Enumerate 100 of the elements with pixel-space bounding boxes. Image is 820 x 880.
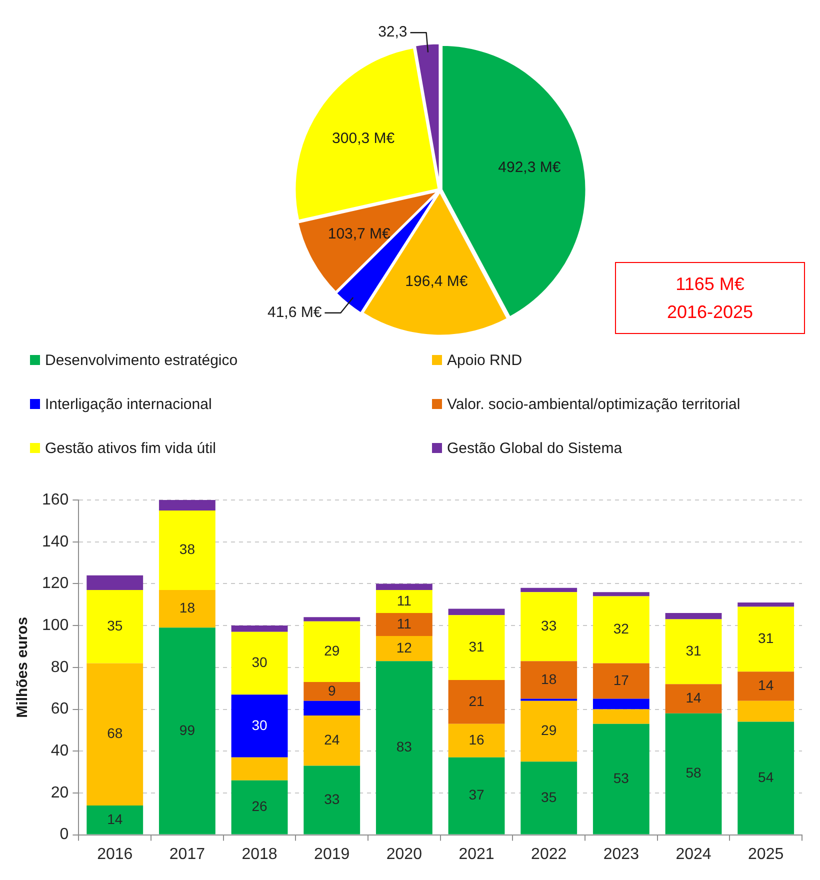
bar <box>738 602 794 607</box>
bar <box>158 510 216 590</box>
data-label: 9 <box>328 682 336 698</box>
bar <box>592 663 650 699</box>
bar <box>376 612 432 636</box>
data-label: 18 <box>541 670 557 687</box>
data-label: 12 <box>396 639 412 656</box>
bar <box>231 694 288 758</box>
data-label: 26 <box>252 798 268 814</box>
bar <box>738 722 794 834</box>
data-label: 300,3 M€ <box>332 130 396 148</box>
bar <box>448 608 505 616</box>
text: 1165 M€ 2016-2025 <box>615 262 805 334</box>
y-tick-label: 120 <box>42 575 69 592</box>
data-label: 11 <box>396 592 412 608</box>
data-label: 14 <box>758 677 774 694</box>
legend-label: Gestão ativos fim vida útil <box>45 440 216 458</box>
bar <box>304 617 360 622</box>
bar <box>304 716 360 766</box>
bar <box>304 682 360 701</box>
data-label: 24 <box>324 731 340 748</box>
y-tick-label: 140 <box>42 533 69 550</box>
bar <box>738 672 794 701</box>
data-label: 492,3 M€ <box>498 158 562 176</box>
data-label: 32,3 <box>378 24 408 41</box>
bar <box>304 700 360 716</box>
x-tick-label: 2019 <box>314 846 350 863</box>
bar <box>231 626 288 632</box>
bar <box>158 628 216 834</box>
bar <box>665 612 722 620</box>
bar <box>665 713 722 834</box>
data-label: 196,4 M€ <box>405 273 468 290</box>
bar <box>86 575 144 590</box>
data-label: 83 <box>396 738 412 755</box>
legend-label: Gestão Global do Sistema <box>447 440 623 458</box>
bar <box>304 766 360 834</box>
bar <box>665 684 722 714</box>
data-label: 31 <box>468 638 485 654</box>
bar <box>86 663 144 806</box>
data-label: 16 <box>468 731 485 748</box>
bar <box>158 500 216 510</box>
bar <box>158 590 216 628</box>
x-tick-label: 2017 <box>169 846 206 863</box>
data-label: 58 <box>686 764 702 781</box>
bar <box>86 806 144 834</box>
data-label: 35 <box>541 788 557 805</box>
bar <box>376 590 432 613</box>
bar <box>376 661 432 834</box>
y-tick-label: 60 <box>50 700 69 718</box>
x-tick-label: 2020 <box>386 846 422 863</box>
data-label: 54 <box>758 768 774 785</box>
data-label: 32 <box>613 620 630 637</box>
bar <box>520 588 578 592</box>
bar <box>448 680 505 724</box>
x-tick-label: 2021 <box>458 846 494 863</box>
bar <box>738 700 794 722</box>
data-label: 53 <box>613 770 630 786</box>
bar <box>592 698 650 710</box>
bar <box>448 615 505 680</box>
bar <box>520 700 578 762</box>
data-label: 21 <box>468 692 485 709</box>
bar <box>738 606 794 672</box>
data-label: 17 <box>613 672 630 688</box>
bar <box>86 590 144 664</box>
data-label: 33 <box>324 790 340 807</box>
data-label: 29 <box>541 722 557 738</box>
data-label: 33 <box>541 617 557 634</box>
y-tick-label: 100 <box>42 616 69 634</box>
bar <box>304 621 360 682</box>
legend-label: Desenvolvimento estratégico <box>45 352 238 370</box>
data-label: 29 <box>324 642 340 659</box>
data-label: 103,7 M€ <box>328 225 392 242</box>
data-label: 14 <box>107 810 123 827</box>
bar <box>520 592 578 662</box>
bar <box>231 757 288 780</box>
data-label: 38 <box>179 541 196 558</box>
data-label: 31 <box>758 630 774 646</box>
bar <box>592 709 650 724</box>
bar <box>592 596 650 664</box>
data-label: 41,6 M€ <box>267 304 322 322</box>
bar <box>592 724 650 834</box>
data-label: 35 <box>107 617 123 634</box>
bar <box>231 632 288 695</box>
legend-label: Apoio RND <box>447 352 522 370</box>
bar <box>376 584 432 590</box>
bar <box>592 592 650 596</box>
bar <box>520 762 578 834</box>
y-tick-label: 20 <box>50 784 69 802</box>
x-tick-label: 2025 <box>748 846 784 863</box>
data-label: 11 <box>396 615 412 632</box>
x-tick-label: 2022 <box>531 846 567 863</box>
y-tick-label: 40 <box>50 742 69 760</box>
y-tick-label: 160 <box>42 491 69 508</box>
bar <box>520 661 578 699</box>
data-label: 68 <box>107 725 123 742</box>
y-tick-label: 80 <box>50 658 69 676</box>
x-tick-label: 2023 <box>603 846 640 863</box>
y-axis-title: Milhões euros <box>14 616 32 718</box>
bar <box>665 619 722 684</box>
data-label: 31 <box>686 642 702 659</box>
